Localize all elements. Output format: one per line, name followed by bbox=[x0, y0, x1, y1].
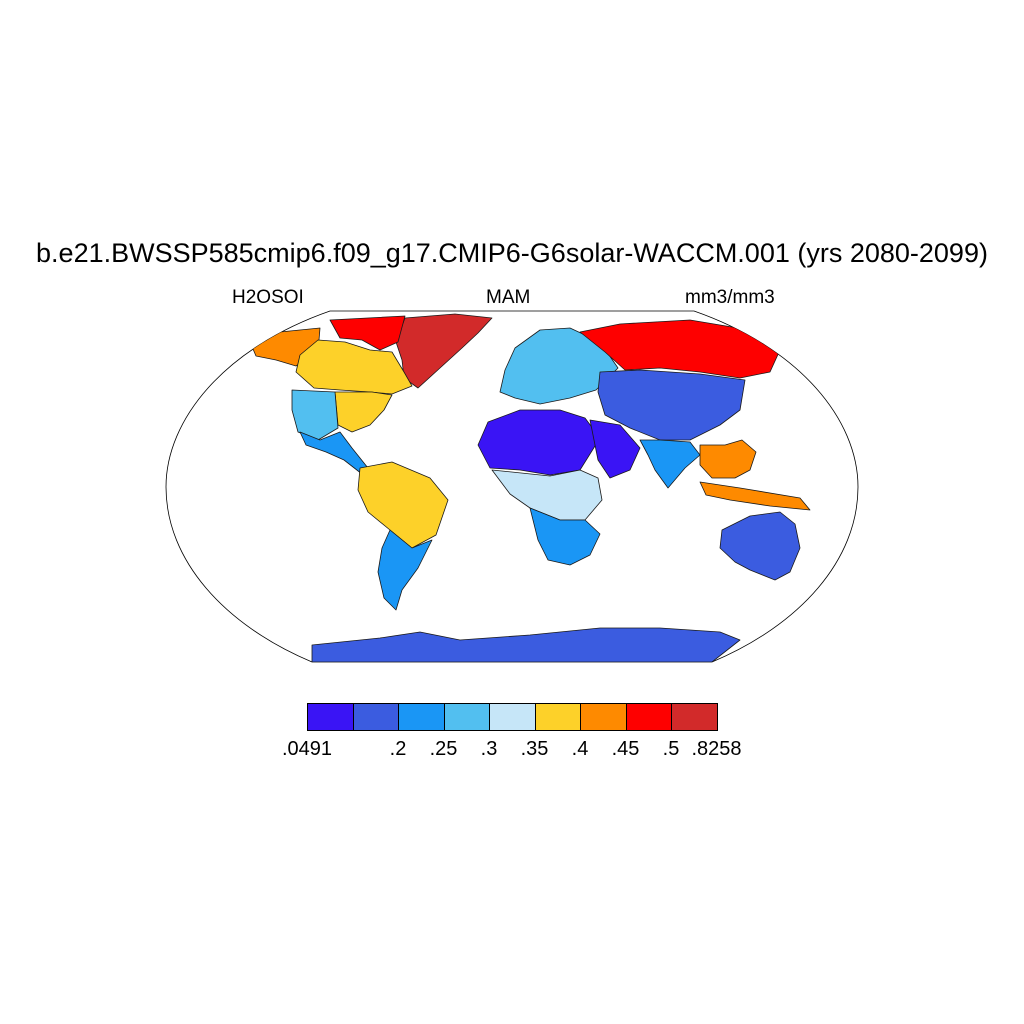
units-label: mm3/mm3 bbox=[685, 287, 775, 308]
region-western-usa bbox=[291, 389, 339, 441]
region-greenland bbox=[395, 313, 493, 389]
colorbar-box bbox=[443, 703, 490, 731]
colorbar-box bbox=[671, 703, 718, 731]
colorbar-box bbox=[625, 703, 672, 731]
region-eastern-usa bbox=[334, 391, 393, 433]
colorbar-label: .35 bbox=[520, 738, 549, 760]
colorbar-box bbox=[534, 703, 581, 731]
region-southeast-asia bbox=[699, 439, 811, 511]
region-amazon bbox=[357, 461, 449, 549]
colorbar-label: .0491 bbox=[281, 738, 333, 760]
region-southern-south-america bbox=[377, 529, 433, 611]
colorbar-label: .8258 bbox=[691, 738, 742, 760]
colorbar-label: .2 bbox=[389, 738, 407, 760]
colorbar-label: .5 bbox=[662, 738, 680, 760]
colorbar-box bbox=[398, 703, 445, 731]
season-label: MAM bbox=[486, 287, 531, 308]
region-northern-russia bbox=[579, 319, 781, 379]
colorbar-box bbox=[580, 703, 627, 731]
colorbar-label: .3 bbox=[480, 738, 498, 760]
variable-label: H2OSOI bbox=[232, 287, 304, 308]
colorbar-box bbox=[307, 703, 354, 731]
region-arabia bbox=[589, 419, 641, 479]
region-australia bbox=[719, 511, 801, 581]
region-southern-africa bbox=[529, 507, 601, 566]
colorbar-box bbox=[489, 703, 536, 731]
colorbar-label: .4 bbox=[571, 738, 589, 760]
colorbar-label: .25 bbox=[429, 738, 458, 760]
region-south-asia bbox=[639, 439, 701, 489]
region-arctic-canada bbox=[329, 315, 406, 351]
colorbar-label: .45 bbox=[611, 738, 640, 760]
plot-title: b.e21.BWSSP585cmip6.f09_g17.CMIP6-G6sola… bbox=[36, 238, 988, 268]
region-central-africa bbox=[491, 469, 603, 521]
region-antarctica bbox=[311, 627, 741, 662]
region-sahara bbox=[477, 409, 601, 476]
region-central-asia bbox=[597, 369, 746, 441]
colorbar-box bbox=[352, 703, 399, 731]
region-canada bbox=[295, 339, 413, 395]
